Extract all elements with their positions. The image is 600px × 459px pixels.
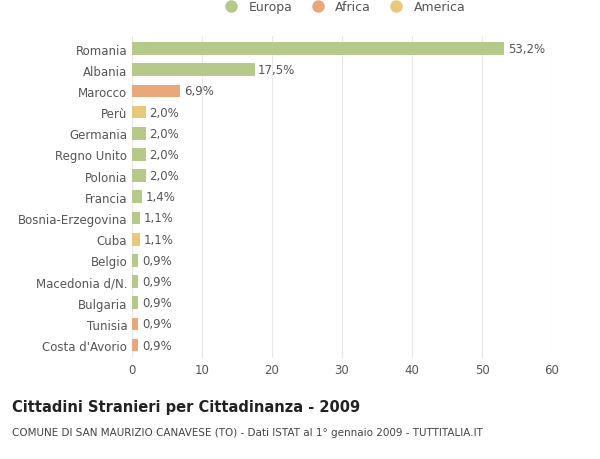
Bar xyxy=(132,64,254,77)
Text: 1,1%: 1,1% xyxy=(143,212,173,225)
Text: 0,9%: 0,9% xyxy=(142,318,172,330)
Bar xyxy=(132,170,146,183)
Text: 2,0%: 2,0% xyxy=(149,106,179,119)
Bar xyxy=(132,43,505,56)
Legend: Europa, Africa, America: Europa, Africa, America xyxy=(219,1,465,14)
Text: 2,0%: 2,0% xyxy=(149,170,179,183)
Text: 2,0%: 2,0% xyxy=(149,128,179,140)
Text: 6,9%: 6,9% xyxy=(184,85,214,98)
Bar xyxy=(132,339,139,352)
Text: 17,5%: 17,5% xyxy=(258,64,295,77)
Text: COMUNE DI SAN MAURIZIO CANAVESE (TO) - Dati ISTAT al 1° gennaio 2009 - TUTTITALI: COMUNE DI SAN MAURIZIO CANAVESE (TO) - D… xyxy=(12,427,483,437)
Text: 1,4%: 1,4% xyxy=(145,191,175,204)
Bar xyxy=(132,254,139,267)
Text: 0,9%: 0,9% xyxy=(142,297,172,309)
Bar xyxy=(132,233,140,246)
Text: 2,0%: 2,0% xyxy=(149,149,179,162)
Bar xyxy=(132,191,142,204)
Bar xyxy=(132,85,181,98)
Text: 0,9%: 0,9% xyxy=(142,275,172,288)
Bar xyxy=(132,149,146,162)
Text: 0,9%: 0,9% xyxy=(142,254,172,267)
Bar xyxy=(132,106,146,119)
Text: 53,2%: 53,2% xyxy=(508,43,545,56)
Bar xyxy=(132,212,140,225)
Bar xyxy=(132,297,139,309)
Bar xyxy=(132,128,146,140)
Bar xyxy=(132,318,139,330)
Bar xyxy=(132,275,139,288)
Text: 0,9%: 0,9% xyxy=(142,339,172,352)
Text: Cittadini Stranieri per Cittadinanza - 2009: Cittadini Stranieri per Cittadinanza - 2… xyxy=(12,399,360,414)
Text: 1,1%: 1,1% xyxy=(143,233,173,246)
